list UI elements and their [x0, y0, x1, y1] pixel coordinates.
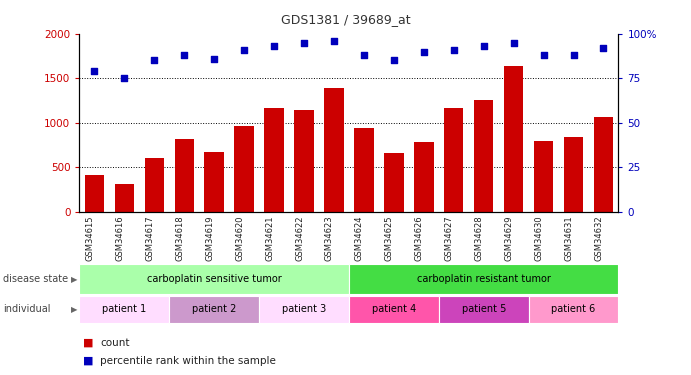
Bar — [79, 264, 349, 294]
Text: GSM34626: GSM34626 — [415, 215, 424, 261]
Text: GSM34631: GSM34631 — [565, 215, 574, 261]
Bar — [439, 296, 529, 323]
Text: ■: ■ — [83, 338, 93, 348]
Text: GSM34627: GSM34627 — [445, 215, 454, 261]
Point — [478, 43, 489, 49]
Text: GSM34628: GSM34628 — [475, 215, 484, 261]
Point — [238, 47, 249, 53]
Point — [269, 43, 280, 49]
Point — [209, 56, 220, 62]
Bar — [79, 296, 169, 323]
Bar — [205, 152, 224, 212]
Point — [568, 52, 579, 58]
Bar — [115, 184, 134, 212]
Bar — [564, 137, 583, 212]
Bar — [529, 296, 618, 323]
Bar — [444, 108, 464, 212]
Bar — [534, 141, 553, 212]
Text: carboplatin resistant tumor: carboplatin resistant tumor — [417, 274, 551, 284]
Text: patient 3: patient 3 — [282, 304, 326, 314]
Bar — [349, 264, 618, 294]
Bar — [234, 126, 254, 212]
Text: GSM34622: GSM34622 — [295, 215, 304, 261]
Text: GSM34618: GSM34618 — [176, 215, 184, 261]
Text: percentile rank within the sample: percentile rank within the sample — [100, 356, 276, 366]
Bar — [349, 296, 439, 323]
Text: GSM34629: GSM34629 — [504, 215, 513, 261]
Bar — [169, 296, 259, 323]
Bar — [414, 141, 433, 212]
Bar — [474, 100, 493, 212]
Bar — [144, 158, 164, 212]
Bar — [354, 128, 374, 212]
Point — [538, 52, 549, 58]
Text: GSM34617: GSM34617 — [145, 215, 154, 261]
Text: GSM34619: GSM34619 — [205, 215, 214, 261]
Text: GSM34625: GSM34625 — [385, 215, 394, 261]
Text: disease state: disease state — [3, 274, 68, 284]
Point — [508, 40, 519, 46]
Bar — [85, 176, 104, 212]
Point — [299, 40, 310, 46]
Text: GSM34632: GSM34632 — [594, 215, 603, 261]
Bar — [324, 88, 343, 212]
Text: count: count — [100, 338, 130, 348]
Text: patient 6: patient 6 — [551, 304, 596, 314]
Bar — [294, 110, 314, 212]
Text: GSM34615: GSM34615 — [86, 215, 95, 261]
Text: GSM34623: GSM34623 — [325, 215, 334, 261]
Point — [119, 75, 130, 81]
Point — [359, 52, 370, 58]
Point — [448, 47, 460, 53]
Text: GDS1381 / 39689_at: GDS1381 / 39689_at — [281, 13, 410, 26]
Text: carboplatin sensitive tumor: carboplatin sensitive tumor — [146, 274, 282, 284]
Text: patient 2: patient 2 — [192, 304, 236, 314]
Point — [149, 57, 160, 63]
Text: patient 1: patient 1 — [102, 304, 146, 314]
Text: individual: individual — [3, 304, 51, 314]
Bar — [384, 153, 404, 212]
Point — [598, 45, 609, 51]
Bar — [175, 139, 194, 212]
Point — [418, 49, 429, 55]
Text: GSM34624: GSM34624 — [355, 215, 364, 261]
Bar — [265, 108, 284, 212]
Bar — [259, 296, 349, 323]
Point — [388, 57, 399, 63]
Text: GSM34620: GSM34620 — [235, 215, 244, 261]
Text: GSM34630: GSM34630 — [535, 215, 544, 261]
Point — [328, 38, 339, 44]
Text: ■: ■ — [83, 356, 93, 366]
Bar — [504, 66, 523, 212]
Text: GSM34621: GSM34621 — [265, 215, 274, 261]
Text: patient 4: patient 4 — [372, 304, 416, 314]
Point — [179, 52, 190, 58]
Text: GSM34616: GSM34616 — [115, 215, 124, 261]
Text: patient 5: patient 5 — [462, 304, 506, 314]
Point — [89, 68, 100, 74]
Text: ▶: ▶ — [70, 305, 77, 314]
Bar — [594, 117, 613, 212]
Text: ▶: ▶ — [70, 275, 77, 284]
